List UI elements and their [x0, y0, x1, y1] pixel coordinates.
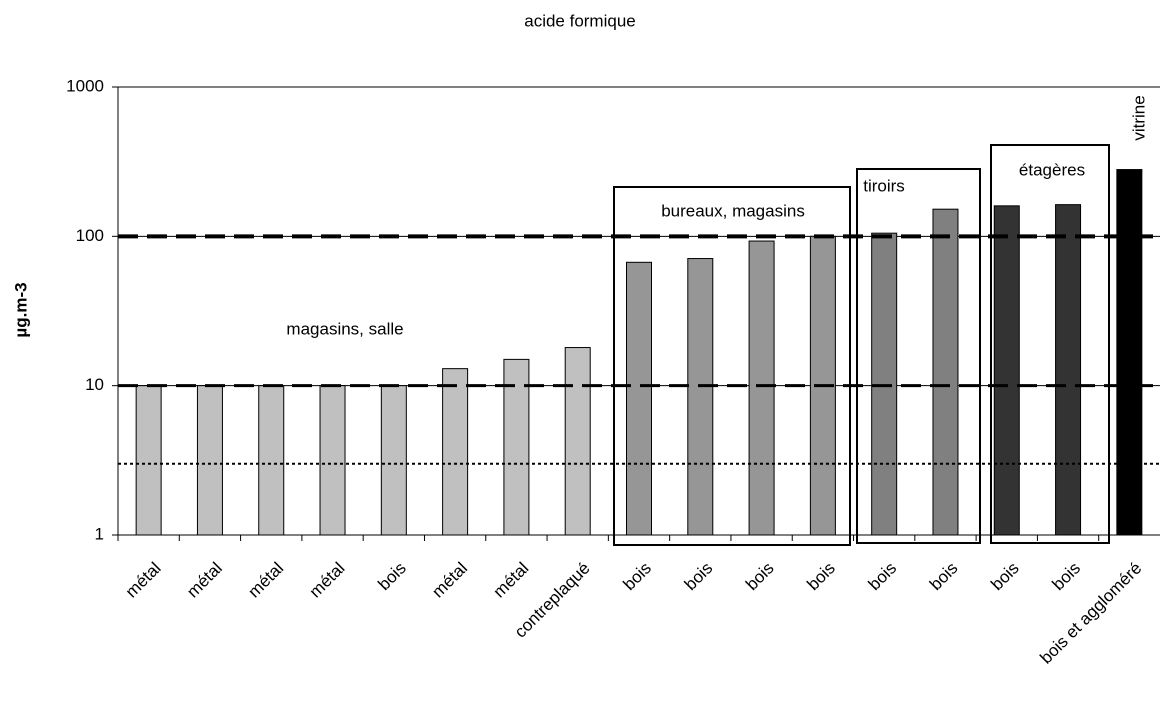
bar: [258, 385, 285, 536]
bar: [564, 347, 591, 536]
bar: [748, 240, 775, 536]
bar: [626, 261, 652, 536]
x-tick-label: bois: [1049, 559, 1084, 594]
y-tick-label: 100: [76, 226, 104, 245]
group-box: [990, 144, 1110, 544]
bar: [1116, 169, 1143, 536]
x-tick-label: bois: [987, 559, 1022, 594]
x-tick-label: métal: [306, 559, 349, 602]
x-tick-label: bois: [926, 559, 961, 594]
bar: [871, 232, 898, 536]
bar: [687, 258, 714, 536]
x-tick-label: bois: [742, 559, 777, 594]
bar: [932, 208, 959, 536]
annotation: magasins, salle: [286, 319, 403, 338]
x-tick-label: métal: [183, 559, 226, 602]
bar: [1055, 204, 1082, 536]
y-axis-label: µg.m-3: [11, 282, 30, 337]
x-tick-label: bois: [374, 559, 409, 594]
bar: [319, 385, 346, 536]
annotation: bureaux, magasins: [661, 201, 805, 220]
bar: [993, 205, 1020, 536]
group-box: [613, 186, 851, 546]
x-tick-label: métal: [244, 559, 287, 602]
annotation: étagères: [1019, 160, 1085, 179]
annotation: vitrine: [1129, 95, 1148, 140]
x-tick-label: bois: [681, 559, 716, 594]
y-tick-label: 1000: [66, 76, 104, 95]
bar: [196, 385, 223, 536]
x-tick-label: métal: [490, 559, 533, 602]
x-tick-label: métal: [428, 559, 471, 602]
bar: [442, 368, 469, 536]
x-tick-label: bois: [620, 559, 655, 594]
y-tick-label: 1: [95, 524, 104, 543]
x-tick-label: bois et aggloméré: [1036, 559, 1145, 668]
y-tick-label: 10: [85, 375, 104, 394]
chart-title: acide formique: [524, 11, 636, 30]
bar: [380, 385, 407, 536]
x-tick-label: bois: [803, 559, 838, 594]
bar: [503, 358, 530, 536]
annotation: tiroirs: [863, 176, 905, 195]
x-tick-label: métal: [122, 559, 165, 602]
x-tick-label: bois: [865, 559, 900, 594]
bar: [135, 385, 162, 536]
group-box: [856, 168, 981, 544]
